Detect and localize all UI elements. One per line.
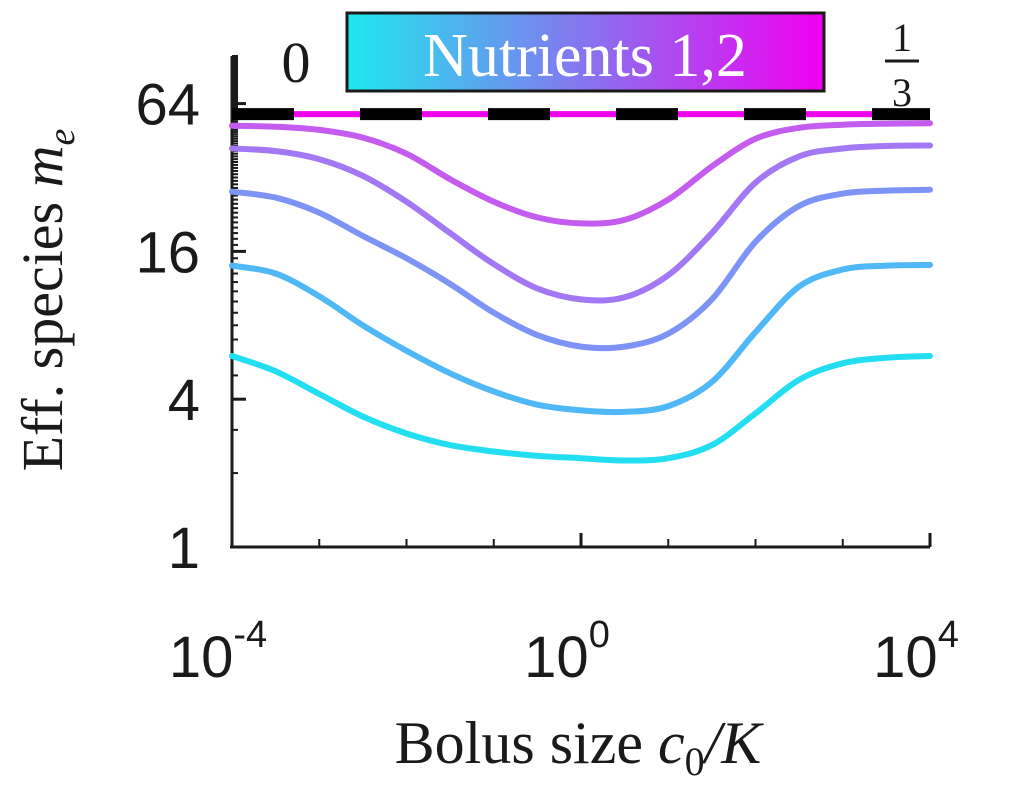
x-ticks: 10-4 100 104 bbox=[169, 533, 959, 690]
axes: 1 4 16 64 10-4 100 104 bbox=[135, 55, 959, 690]
plot-area bbox=[229, 108, 933, 464]
x-tick-label: 10-4 bbox=[169, 614, 267, 690]
y-tick-label: 64 bbox=[135, 73, 200, 138]
series-line-5 bbox=[229, 120, 933, 227]
legend-min-label: 0 bbox=[282, 30, 311, 95]
legend-title: Nutrients 1,2 bbox=[423, 22, 747, 90]
x-tick-label: 104 bbox=[873, 614, 959, 690]
x-axis-label: Bolus size c0/K bbox=[395, 710, 765, 784]
series-line-3 bbox=[229, 186, 933, 352]
y-axis-label: Eff. species me bbox=[10, 128, 83, 471]
legend-max-label-denominator: 3 bbox=[892, 70, 912, 115]
legend-max-label-numerator: 1 bbox=[892, 15, 912, 60]
y-tick-label: 16 bbox=[135, 220, 200, 285]
y-tick-label: 4 bbox=[168, 368, 200, 433]
series-line-1 bbox=[229, 353, 933, 464]
legend-colorbar bbox=[345, 11, 826, 93]
legend: 0 Nutrients 1,2 1 3 bbox=[282, 11, 919, 115]
y-tick-label: 1 bbox=[168, 516, 200, 581]
series-line-2 bbox=[229, 261, 933, 416]
x-tick-label: 100 bbox=[524, 614, 610, 690]
y-ticks: 1 4 16 64 bbox=[135, 55, 246, 581]
series-line-4 bbox=[229, 142, 933, 304]
